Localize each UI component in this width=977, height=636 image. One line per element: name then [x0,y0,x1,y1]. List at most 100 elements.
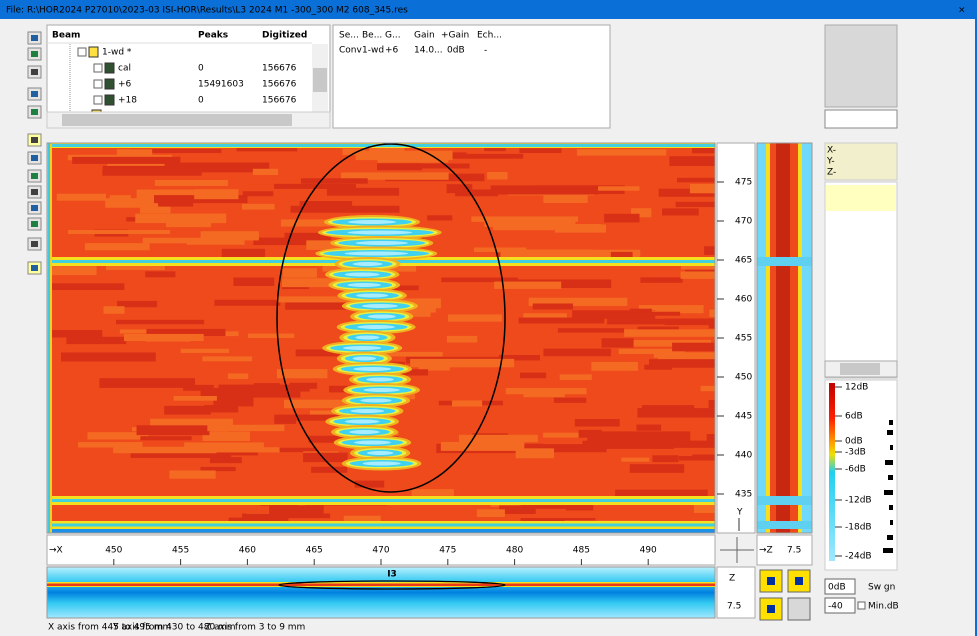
indication-blob [360,399,391,403]
texture [543,194,587,203]
y-tick-label: 450 [735,373,752,383]
texture [543,433,583,438]
texture [233,278,274,286]
beam-name: +18 [118,96,137,106]
texture [103,166,202,176]
texture [187,239,245,245]
texture [487,172,507,179]
texture [169,470,215,478]
min-label: Min.dB [868,602,899,612]
texture [491,185,598,194]
texture [155,180,228,186]
indication-blob [368,315,396,319]
bscan-red [47,584,715,587]
scale-label: 12dB [845,383,868,393]
texture [592,186,639,190]
tree-header: Digitized [262,31,307,41]
texture [66,337,126,344]
texture [140,207,170,214]
texture [85,243,150,250]
histogram-bar [885,460,893,465]
texture [301,178,368,183]
indication-blob [345,420,380,424]
texture [543,349,610,357]
close-button[interactable]: × [958,6,966,16]
texture [300,201,352,207]
scale-label: -24dB [845,552,872,562]
scale-label: -6dB [845,465,866,475]
indication-blob [355,336,379,340]
cursor-value: X- [827,146,836,156]
texture [61,352,156,361]
texture [183,385,214,391]
tool-icon [31,173,38,179]
texture [311,467,347,473]
texture [662,208,699,215]
y-tick-label: 435 [735,490,752,500]
switch-label: Sw gn [868,583,895,593]
min-checkbox[interactable] [858,602,865,609]
gain-header: +Gain [441,31,469,41]
tree-checkbox[interactable] [78,48,86,56]
x-tick-label: 460 [239,546,256,556]
side-band [757,257,812,266]
texture [410,359,514,367]
texture [207,425,284,431]
texture [408,164,470,169]
histogram-bar [888,475,893,480]
texture [213,396,253,406]
texture [591,362,638,371]
indication-blob [366,378,394,382]
tree-header: Peaks [198,31,228,41]
y-axis-label: Y [736,508,743,518]
tool-icon [31,51,38,57]
histogram-bar [887,535,893,540]
texture [624,329,718,336]
texture [477,509,505,517]
texture [291,206,400,213]
band-bottom [47,529,715,533]
texture [283,268,317,278]
tree-checkbox[interactable] [94,80,102,88]
texture [222,249,265,258]
bscan-z-label: Z [729,574,735,584]
y-tick-label: 460 [735,295,752,305]
window-title: File: R:\HOR2024 P27010\2023-03 ISI-HOR\… [6,6,408,16]
texture [57,194,106,201]
texture [447,184,473,193]
texture [203,432,250,441]
texture [448,314,502,321]
texture [242,204,275,210]
tree-checkbox[interactable] [94,96,102,104]
value-input[interactable] [825,110,897,128]
tree-checkbox[interactable] [94,64,102,72]
app-window: File: R:\HOR2024 P27010\2023-03 ISI-HOR\… [0,0,977,636]
x-tick-label: 450 [105,546,122,556]
indication-blob [353,262,383,266]
indication-blob [344,252,408,256]
gain-value: 0dB [828,583,846,593]
gain-header: Be... [362,31,382,41]
texture [604,214,639,223]
x-tick-label: 475 [439,546,456,556]
texture [164,406,211,415]
side-scan [757,143,812,533]
texture [253,169,278,175]
peaks-value: 0 [198,96,204,106]
scale-panel [825,380,897,570]
indication-blob [363,462,401,466]
gain-header: G... [385,31,401,41]
beam-name: cal [118,64,131,74]
indication-blob [348,283,381,287]
view-button[interactable] [788,598,810,620]
z-axis-label: →Z [759,546,773,556]
edge-core [48,143,50,533]
texture [110,195,131,203]
gain-cell: +6 [385,46,399,56]
scale-label: -18dB [845,523,872,533]
indication-blob [356,241,408,245]
x-tick-label: 465 [306,546,323,556]
y-tick-label: 470 [735,217,752,227]
texture [412,489,454,496]
indication-blob [348,231,413,235]
